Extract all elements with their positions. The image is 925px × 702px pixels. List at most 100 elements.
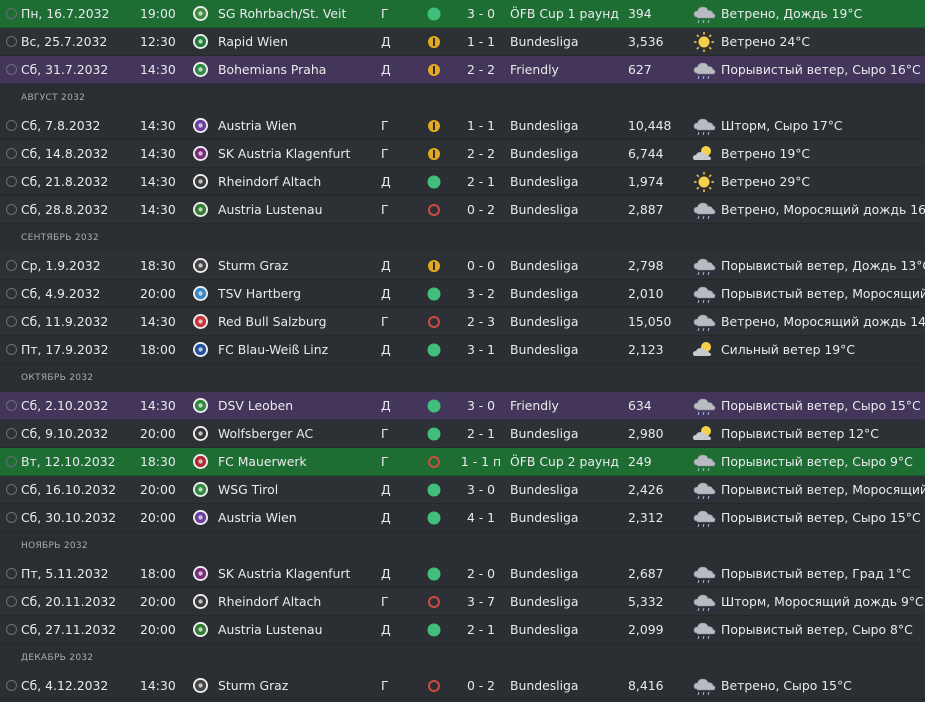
competition-link[interactable]: Bundesliga [510, 146, 579, 161]
storm-cloud-icon [692, 560, 718, 588]
match-score[interactable]: 1 - 1 п [460, 454, 502, 469]
opponent-link[interactable]: TSV Hartberg [218, 286, 301, 301]
opponent-link[interactable]: Austria Lustenau [218, 622, 323, 637]
check-icon [6, 672, 18, 700]
fixture-row[interactable]: Пт, 17.9.2032 18:00 FC Blau-Weiß Linz Д 3 - … [0, 336, 925, 364]
competition-link[interactable]: Bundesliga [510, 622, 579, 637]
attendance: 394 [628, 6, 652, 21]
opponent-link[interactable]: Bohemians Praha [218, 62, 327, 77]
competition-link[interactable]: Bundesliga [510, 258, 579, 273]
match-score[interactable]: 3 - 7 [466, 594, 496, 609]
club-crest-icon [192, 672, 210, 700]
match-score[interactable]: 0 - 2 [466, 202, 496, 217]
opponent-link[interactable]: DSV Leoben [218, 398, 294, 413]
competition-link[interactable]: Bundesliga [510, 314, 579, 329]
check-icon [6, 280, 18, 308]
opponent-link[interactable]: Rheindorf Altach [218, 174, 322, 189]
venue-indicator: Г [381, 6, 389, 21]
opponent-link[interactable]: Sturm Graz [218, 678, 289, 693]
competition-link[interactable]: Bundesliga [510, 482, 579, 497]
opponent-link[interactable]: Austria Lustenau [218, 202, 323, 217]
match-score[interactable]: 2 - 3 [466, 314, 496, 329]
match-date: Сб, 7.8.2032 [21, 118, 101, 133]
fixture-row[interactable]: Вс, 25.7.2032 12:30 Rapid Wien Д 1 - 1 Bundes… [0, 28, 925, 56]
match-score[interactable]: 1 - 1 [466, 34, 496, 49]
opponent-link[interactable]: FC Blau-Weiß Linz [218, 342, 329, 357]
competition-link[interactable]: Bundesliga [510, 286, 579, 301]
club-crest-icon [192, 588, 210, 616]
match-score[interactable]: 2 - 2 [466, 146, 496, 161]
fixture-row[interactable]: Сб, 4.9.2032 20:00 TSV Hartberg Д 3 - 2 Bunde… [0, 280, 925, 308]
match-score[interactable]: 3 - 1 [466, 342, 496, 357]
weather-text: Порывистый ветер, Моросящий [721, 286, 925, 301]
fixture-row[interactable]: Сб, 7.8.2032 14:30 Austria Wien Г 1 - 1 Bunde… [0, 112, 925, 140]
competition-link[interactable]: Bundesliga [510, 118, 579, 133]
match-score[interactable]: 0 - 0 [466, 258, 496, 273]
fixture-row[interactable]: Сб, 4.12.2032 14:30 Sturm Graz Г 0 - 2 Bundes… [0, 672, 925, 700]
fixture-row[interactable]: Сб, 9.10.2032 20:00 Wolfsberger AC Г 2 - 1 Bu… [0, 420, 925, 448]
match-score[interactable]: 1 - 1 [466, 118, 496, 133]
loss-result-icon [427, 672, 443, 700]
match-time: 20:00 [140, 426, 176, 441]
competition-link[interactable]: Bundesliga [510, 174, 579, 189]
opponent-link[interactable]: SG Rohrbach/St. Veit [218, 6, 347, 21]
opponent-link[interactable]: Austria Wien [218, 510, 297, 525]
opponent-link[interactable]: Wolfsberger AC [218, 426, 314, 441]
storm-cloud-icon [692, 392, 718, 420]
competition-link[interactable]: Friendly [510, 62, 559, 77]
match-score[interactable]: 3 - 2 [466, 286, 496, 301]
fixture-row[interactable]: Сб, 31.7.2032 14:30 Bohemians Praha Д 2 - 2 F… [0, 56, 925, 84]
competition-link[interactable]: ÖFB Cup 2 раунд [510, 454, 619, 469]
opponent-link[interactable]: Sturm Graz [218, 258, 289, 273]
fixture-row[interactable]: Пн, 16.7.2032 19:00 SG Rohrbach/St. Veit Г 3… [0, 0, 925, 28]
attendance: 2,312 [628, 510, 664, 525]
opponent-link[interactable]: SK Austria Klagenfurt [218, 566, 351, 581]
match-score[interactable]: 3 - 0 [466, 6, 496, 21]
match-score[interactable]: 2 - 1 [466, 426, 496, 441]
match-score[interactable]: 3 - 0 [466, 482, 496, 497]
attendance: 3,536 [628, 34, 664, 49]
fixture-row[interactable]: Сб, 21.8.2032 14:30 Rheindorf Altach Д 2 - 1… [0, 168, 925, 196]
opponent-link[interactable]: SK Austria Klagenfurt [218, 146, 351, 161]
match-time: 14:30 [140, 118, 176, 133]
fixture-row[interactable]: Сб, 11.9.2032 14:30 Red Bull Salzburg Г 2 - … [0, 308, 925, 336]
competition-link[interactable]: Bundesliga [510, 594, 579, 609]
fixture-row[interactable]: Ср, 1.9.2032 18:30 Sturm Graz Д 0 - 0 Bundesl… [0, 252, 925, 280]
fixture-row[interactable]: Вт, 12.10.2032 18:30 FC Mauerwerk Г 1 - 1 п Ö… [0, 448, 925, 476]
fixture-row[interactable]: Сб, 30.10.2032 20:00 Austria Wien Д 4 - 1 Bun… [0, 504, 925, 532]
opponent-link[interactable]: Rapid Wien [218, 34, 288, 49]
check-icon [6, 504, 18, 532]
fixture-row[interactable]: Сб, 14.8.2032 14:30 SK Austria Klagenfurt Г… [0, 140, 925, 168]
opponent-link[interactable]: FC Mauerwerk [218, 454, 307, 469]
competition-link[interactable]: ÖFB Cup 1 раунд [510, 6, 619, 21]
opponent-link[interactable]: Austria Wien [218, 118, 297, 133]
fixture-row[interactable]: Сб, 2.10.2032 14:30 DSV Leoben Д 3 - 0 Friend… [0, 392, 925, 420]
match-score[interactable]: 3 - 0 [466, 398, 496, 413]
fixture-row[interactable]: Сб, 28.8.2032 14:30 Austria Lustenau Г 0 - 2… [0, 196, 925, 224]
competition-link[interactable]: Bundesliga [510, 426, 579, 441]
competition-link[interactable]: Bundesliga [510, 202, 579, 217]
match-score[interactable]: 0 - 2 [466, 678, 496, 693]
match-score[interactable]: 2 - 1 [466, 622, 496, 637]
opponent-link[interactable]: Rheindorf Altach [218, 594, 322, 609]
fixture-row[interactable]: Сб, 27.11.2032 20:00 Austria Lustenau Д 2 - … [0, 616, 925, 644]
opponent-link[interactable]: Red Bull Salzburg [218, 314, 327, 329]
venue-indicator: Г [381, 594, 389, 609]
check-icon [6, 112, 18, 140]
fixture-row[interactable]: Сб, 16.10.2032 20:00 WSG Tirol Д 3 - 0 Bundes… [0, 476, 925, 504]
opponent-link[interactable]: WSG Tirol [218, 482, 279, 497]
competition-link[interactable]: Bundesliga [510, 566, 579, 581]
competition-link[interactable]: Bundesliga [510, 34, 579, 49]
match-score[interactable]: 2 - 2 [466, 62, 496, 77]
match-date: Сб, 30.10.2032 [21, 510, 117, 525]
match-score[interactable]: 2 - 1 [466, 174, 496, 189]
competition-link[interactable]: Bundesliga [510, 510, 579, 525]
match-score[interactable]: 2 - 0 [466, 566, 496, 581]
competition-link[interactable]: Friendly [510, 398, 559, 413]
competition-link[interactable]: Bundesliga [510, 342, 579, 357]
fixture-row[interactable]: Пт, 5.11.2032 18:00 SK Austria Klagenfurt Д… [0, 560, 925, 588]
competition-link[interactable]: Bundesliga [510, 678, 579, 693]
match-score[interactable]: 4 - 1 [466, 510, 496, 525]
attendance: 627 [628, 62, 652, 77]
fixture-row[interactable]: Сб, 20.11.2032 20:00 Rheindorf Altach Г 3 - … [0, 588, 925, 616]
